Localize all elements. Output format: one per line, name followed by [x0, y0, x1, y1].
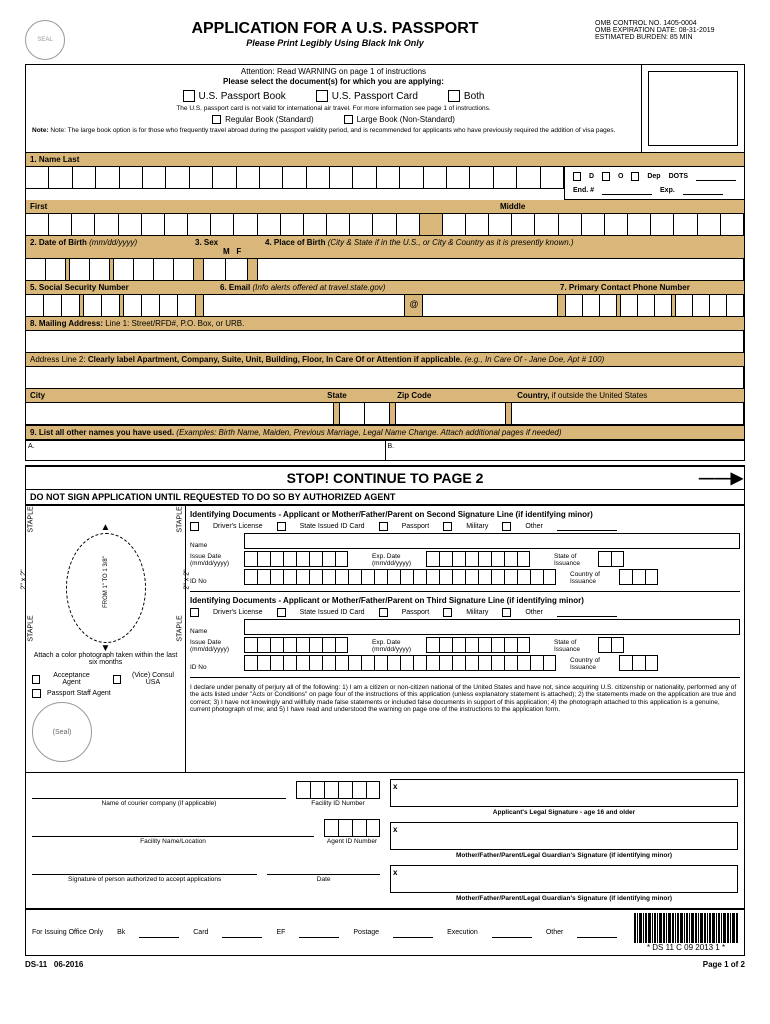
- photo-placeholder: ▲ FROM 1" TO 1 3/8" ▼: [61, 522, 151, 642]
- o-checkbox[interactable]: [602, 172, 610, 181]
- military-check-1[interactable]: [443, 522, 452, 531]
- passport-card-checkbox[interactable]: [316, 90, 328, 102]
- ssn-email-phone-cells[interactable]: @: [26, 295, 744, 317]
- other-check-2[interactable]: [502, 608, 511, 617]
- stateid-check-2[interactable]: [277, 608, 286, 617]
- passport-check-1[interactable]: [379, 522, 388, 531]
- auth-sig-line[interactable]: [32, 855, 257, 875]
- id-section-1: Identifying Documents - Applicant or Mot…: [190, 510, 740, 592]
- applicant-signature-box[interactable]: x: [390, 779, 738, 807]
- field-2-3-4-labels: 2. Date of Birth (mm/dd/yyyy) 3. SexM F …: [26, 236, 744, 259]
- id2-name[interactable]: [244, 619, 740, 635]
- first-middle-labels: First Middle: [26, 200, 744, 214]
- field-5-6-7-labels: 5. Social Security Number 6. Email (Info…: [26, 281, 744, 295]
- issuing-office-row: For Issuing Office Only Bk Card EF Posta…: [25, 909, 745, 956]
- photo-column: STAPLE STAPLE STAPLE STAPLE 2" x 2" 2" x…: [26, 506, 186, 772]
- d-checkbox[interactable]: [573, 172, 581, 181]
- other-check-1[interactable]: [502, 522, 511, 531]
- vice-consul-checkbox[interactable]: [113, 675, 121, 684]
- passport-book-checkbox[interactable]: [183, 90, 195, 102]
- first-middle-cells[interactable]: [26, 214, 744, 236]
- id2-state[interactable]: [598, 637, 624, 653]
- main-form: Attention: Read WARNING on page 1 of ins…: [25, 64, 745, 461]
- us-seal-icon: SEAL: [25, 20, 65, 60]
- book-size-checks: Regular Book (Standard) Large Book (Non-…: [26, 113, 641, 126]
- courier-line[interactable]: [32, 779, 286, 799]
- id-documents-column: Identifying Documents - Applicant or Mot…: [186, 506, 744, 772]
- city-state-zip-labels: City State Zip Code Country, if outside …: [26, 389, 744, 403]
- id-section-2: Identifying Documents - Applicant or Mot…: [190, 596, 740, 678]
- dots-section: D O Dep DOTS End. # Exp.: [564, 167, 744, 200]
- field-9-label: 9. List all other names you have used. (…: [26, 425, 744, 440]
- barcode-text: * DS 11 C 09 2013 1 *: [634, 943, 738, 952]
- passport-check-2[interactable]: [379, 608, 388, 617]
- address1-cells[interactable]: [26, 331, 744, 353]
- card-note: The U.S. passport card is not valid for …: [26, 104, 641, 113]
- instructions: Attention: Read WARNING on page 1 of ins…: [26, 65, 641, 88]
- barcode: [634, 913, 738, 943]
- official-photo-box: [648, 71, 738, 146]
- form-title: APPLICATION FOR A U.S. PASSPORT: [75, 20, 595, 38]
- stateid-check-1[interactable]: [277, 522, 286, 531]
- id2-exp[interactable]: [426, 637, 530, 653]
- date-line[interactable]: [267, 855, 380, 875]
- regular-book-checkbox[interactable]: [212, 115, 221, 124]
- photo-caption: Attach a color photograph taken within t…: [32, 652, 179, 666]
- parent1-signature-box[interactable]: x: [390, 822, 738, 850]
- id2-idno[interactable]: [244, 655, 556, 671]
- dob-sex-pob-cells[interactable]: [26, 259, 744, 281]
- facility-id-cells[interactable]: [296, 781, 380, 799]
- lower-section: STAPLE STAPLE STAPLE STAPLE 2" x 2" 2" x…: [25, 506, 745, 773]
- id1-exp[interactable]: [426, 551, 530, 567]
- id1-issue[interactable]: [244, 551, 348, 567]
- stop-section: STOP! CONTINUE TO PAGE 2——▶ DO NOT SIGN …: [25, 465, 745, 506]
- signature-section: Name of courier company (if applicable) …: [25, 773, 745, 909]
- facility-name-line[interactable]: [32, 817, 314, 837]
- agent-id-cells[interactable]: [324, 819, 380, 837]
- id1-country[interactable]: [619, 569, 658, 585]
- omb-info: OMB CONTROL NO. 1405-0004 OMB EXPIRATION…: [595, 20, 745, 41]
- id1-idno[interactable]: [244, 569, 556, 585]
- dl-check-1[interactable]: [190, 522, 199, 531]
- document-type-checks: U.S. Passport Book U.S. Passport Card Bo…: [26, 88, 641, 104]
- both-checkbox[interactable]: [448, 90, 460, 102]
- seal-area: (Seal): [32, 702, 92, 762]
- id1-name[interactable]: [244, 533, 740, 549]
- military-check-2[interactable]: [443, 608, 452, 617]
- dl-check-2[interactable]: [190, 608, 199, 617]
- dep-checkbox[interactable]: [631, 172, 639, 181]
- other-names-row[interactable]: A. B.: [26, 440, 744, 460]
- acceptance-agent-checkbox[interactable]: [32, 675, 40, 684]
- field-8-label: 8. Mailing Address: Line 1: Street/RFD#,…: [26, 317, 744, 331]
- parent2-signature-box[interactable]: x: [390, 865, 738, 893]
- declaration-text: I declare under penalty of perjury all o…: [190, 682, 740, 716]
- field-1-name: 1. Name Last: [26, 153, 744, 167]
- address2-cells[interactable]: [26, 367, 744, 389]
- agent-checks: Acceptance Agent (Vice) Consul USA Passp…: [32, 672, 179, 698]
- address2-label: Address Line 2: Clearly label Apartment,…: [26, 353, 744, 367]
- id2-issue[interactable]: [244, 637, 348, 653]
- id1-state[interactable]: [598, 551, 624, 567]
- large-book-note: Note: Note: The large book option is for…: [26, 126, 641, 135]
- city-state-zip-cells[interactable]: [26, 403, 744, 425]
- last-name-cells[interactable]: [26, 167, 564, 189]
- form-header: SEAL APPLICATION FOR A U.S. PASSPORT Ple…: [25, 20, 745, 60]
- large-book-checkbox[interactable]: [344, 115, 353, 124]
- id2-country[interactable]: [619, 655, 658, 671]
- page-footer: DS-11 06-2016 Page 1 of 2: [25, 960, 745, 969]
- staff-agent-checkbox[interactable]: [32, 689, 41, 698]
- form-subtitle: Please Print Legibly Using Black Ink Onl…: [75, 38, 595, 48]
